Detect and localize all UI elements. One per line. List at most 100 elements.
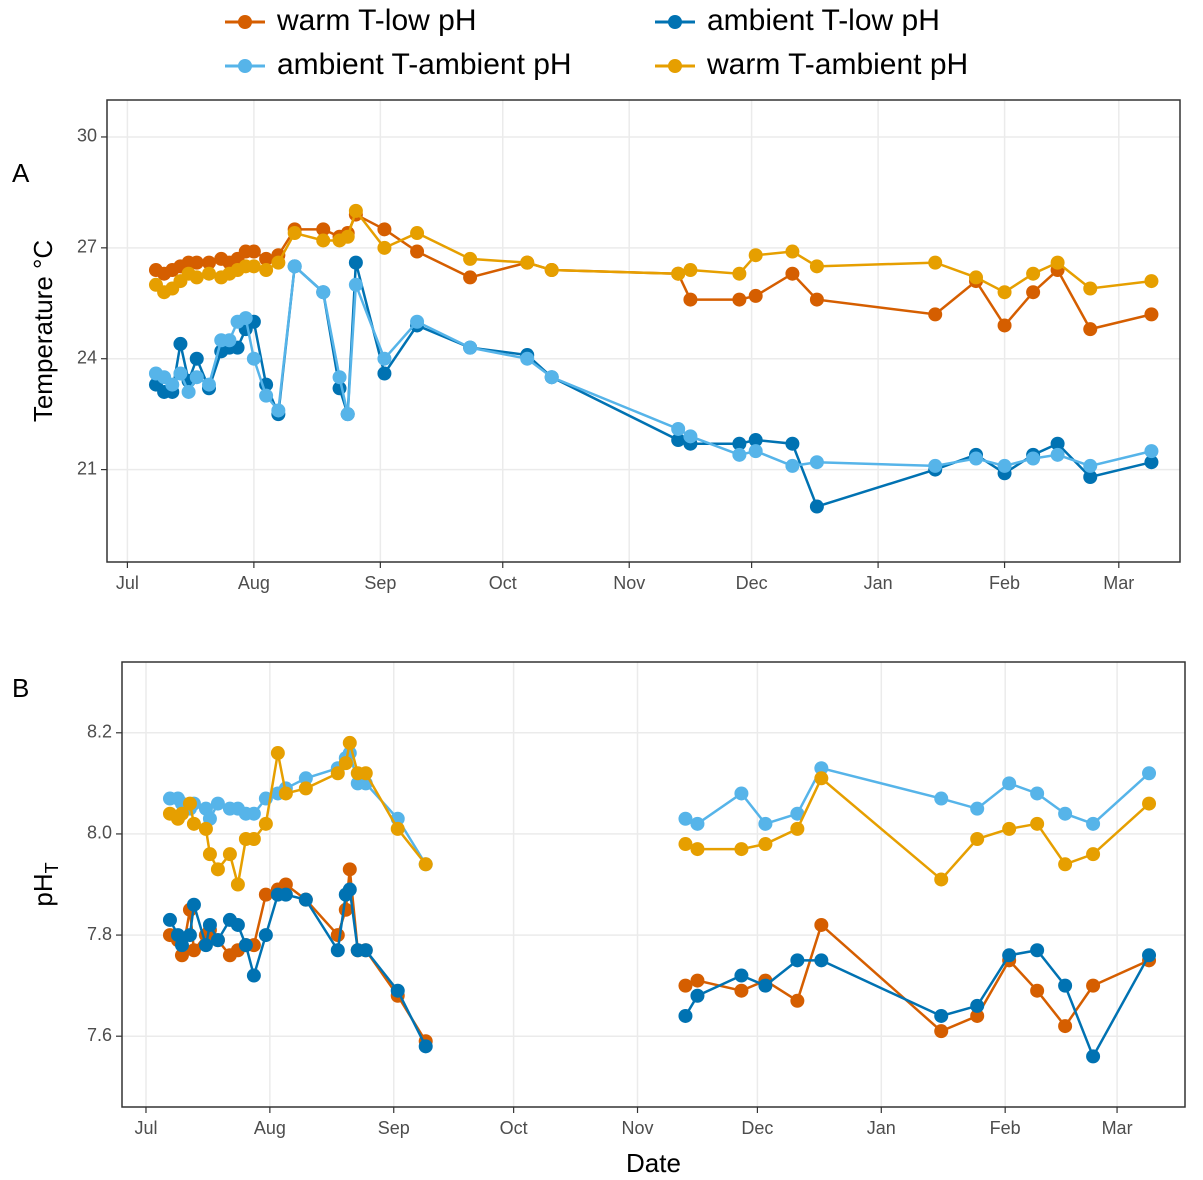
legend-label: warm T-ambient pH bbox=[706, 48, 968, 81]
data-point bbox=[969, 270, 984, 285]
data-point bbox=[671, 433, 686, 448]
plot-background bbox=[122, 662, 1185, 1107]
data-point bbox=[230, 877, 245, 892]
data-point bbox=[258, 887, 273, 902]
x-tick-label: Aug bbox=[238, 573, 270, 593]
data-point bbox=[690, 816, 705, 831]
data-point bbox=[997, 285, 1012, 300]
data-point bbox=[258, 816, 273, 831]
y-tick-label: 21 bbox=[77, 458, 97, 478]
data-point bbox=[186, 816, 201, 831]
x-tick-label: Dec bbox=[736, 573, 768, 593]
data-point bbox=[287, 259, 302, 274]
data-point bbox=[181, 384, 196, 399]
data-point bbox=[298, 771, 313, 786]
data-point bbox=[410, 244, 425, 259]
data-point bbox=[1086, 1049, 1101, 1064]
data-point bbox=[814, 917, 829, 932]
data-point bbox=[678, 1008, 693, 1023]
data-point bbox=[342, 735, 357, 750]
data-point bbox=[785, 458, 800, 473]
x-tick-label: Mar bbox=[1103, 573, 1134, 593]
x-axis-label: Date bbox=[626, 1148, 681, 1178]
data-point bbox=[690, 842, 705, 857]
data-point bbox=[934, 1008, 949, 1023]
data-point bbox=[271, 403, 286, 418]
data-point bbox=[748, 248, 763, 263]
data-point bbox=[173, 366, 188, 381]
data-point bbox=[1144, 444, 1159, 459]
data-point bbox=[520, 255, 535, 270]
data-point bbox=[390, 821, 405, 836]
data-point bbox=[174, 938, 189, 953]
data-point bbox=[1050, 255, 1065, 270]
legend-marker bbox=[238, 59, 252, 73]
data-point bbox=[201, 266, 216, 281]
data-point bbox=[814, 761, 829, 776]
data-point bbox=[259, 263, 274, 278]
data-point bbox=[287, 226, 302, 241]
data-point bbox=[1058, 978, 1073, 993]
data-point bbox=[202, 847, 217, 862]
data-point bbox=[410, 226, 425, 241]
x-tick-label: Jul bbox=[116, 573, 139, 593]
data-point bbox=[377, 351, 392, 366]
data-point bbox=[1030, 786, 1045, 801]
data-point bbox=[1030, 983, 1045, 998]
y-tick-label: 30 bbox=[77, 126, 97, 146]
data-point bbox=[202, 917, 217, 932]
data-point bbox=[165, 377, 180, 392]
data-point bbox=[201, 377, 216, 392]
data-point bbox=[340, 229, 355, 244]
data-point bbox=[342, 882, 357, 897]
data-point bbox=[189, 351, 204, 366]
data-point bbox=[230, 917, 245, 932]
data-point bbox=[330, 943, 345, 958]
data-point bbox=[758, 837, 773, 852]
data-point bbox=[316, 222, 331, 237]
y-tick-label: 8.2 bbox=[87, 722, 112, 742]
data-point bbox=[390, 983, 405, 998]
data-point bbox=[809, 499, 824, 514]
data-point bbox=[785, 244, 800, 259]
data-point bbox=[814, 771, 829, 786]
data-point bbox=[970, 801, 985, 816]
data-point bbox=[1144, 274, 1159, 289]
data-point bbox=[1002, 776, 1017, 791]
x-tick-label: Feb bbox=[989, 573, 1020, 593]
data-point bbox=[683, 263, 698, 278]
data-point bbox=[258, 928, 273, 943]
data-point bbox=[690, 988, 705, 1003]
data-point bbox=[316, 233, 331, 248]
data-point bbox=[1050, 447, 1065, 462]
data-point bbox=[182, 796, 197, 811]
data-point bbox=[678, 837, 693, 852]
data-point bbox=[970, 998, 985, 1013]
data-point bbox=[671, 421, 686, 436]
data-point bbox=[934, 1024, 949, 1039]
data-point bbox=[1058, 806, 1073, 821]
data-point bbox=[758, 816, 773, 831]
data-point bbox=[238, 938, 253, 953]
data-point bbox=[189, 255, 204, 270]
data-point bbox=[238, 311, 253, 326]
data-point bbox=[1083, 281, 1098, 296]
data-point bbox=[734, 786, 749, 801]
data-point bbox=[298, 781, 313, 796]
data-point bbox=[683, 292, 698, 307]
legend-marker bbox=[238, 15, 252, 29]
data-point bbox=[1142, 796, 1157, 811]
data-point bbox=[1142, 766, 1157, 781]
data-point bbox=[246, 968, 261, 983]
data-point bbox=[734, 983, 749, 998]
data-point bbox=[1083, 322, 1098, 337]
data-point bbox=[201, 255, 216, 270]
data-point bbox=[934, 872, 949, 887]
y-axis-label: pHT bbox=[28, 862, 62, 906]
x-tick-label: Nov bbox=[613, 573, 645, 593]
x-tick-label: Dec bbox=[741, 1118, 773, 1138]
plot-border bbox=[106, 99, 1181, 563]
data-point bbox=[544, 370, 559, 385]
data-point bbox=[970, 1008, 985, 1023]
